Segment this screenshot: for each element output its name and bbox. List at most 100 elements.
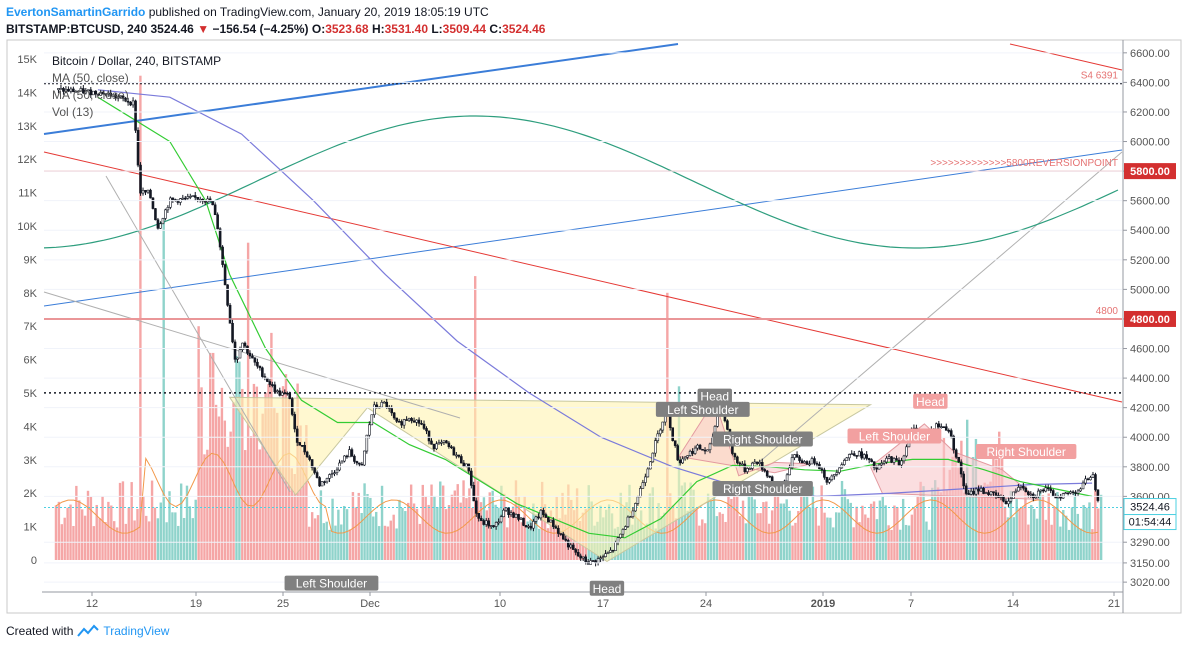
publish-line: EvertonSamartinGarrido published on Trad… bbox=[6, 5, 489, 19]
countdown-tag bbox=[1123, 514, 1177, 531]
candle-body bbox=[746, 468, 749, 472]
volume-bar bbox=[977, 484, 981, 560]
volume-bar bbox=[113, 521, 116, 560]
time-tick-label: 10 bbox=[494, 598, 506, 610]
author-link[interactable]: EvertonSamartinGarrido bbox=[6, 5, 146, 19]
candle-body bbox=[646, 468, 650, 478]
sine-cycle-line bbox=[43, 115, 1119, 249]
candle-body bbox=[1007, 500, 1010, 505]
candle-body bbox=[750, 462, 754, 469]
gray-fan-line bbox=[105, 175, 291, 493]
candle-body bbox=[268, 381, 272, 385]
candle-body bbox=[474, 500, 478, 514]
candle-body bbox=[696, 444, 699, 449]
candle-body bbox=[698, 444, 702, 450]
volume-bar bbox=[1015, 499, 1018, 560]
candle-body bbox=[969, 490, 973, 495]
candle-body bbox=[116, 96, 120, 99]
candle-body bbox=[830, 475, 834, 481]
candle-body bbox=[385, 401, 389, 408]
candle-body bbox=[484, 520, 488, 525]
candle-body bbox=[681, 458, 684, 464]
candle-body bbox=[139, 164, 142, 194]
volume-bar bbox=[95, 504, 98, 560]
volume-bar bbox=[191, 518, 195, 560]
volume-bar bbox=[179, 483, 183, 560]
candle-body bbox=[957, 456, 960, 463]
volume-bar bbox=[375, 511, 378, 560]
candle-body bbox=[748, 468, 752, 470]
volume-bar bbox=[849, 502, 852, 560]
candle-body bbox=[842, 460, 846, 465]
candle-body bbox=[181, 197, 185, 200]
candle-body bbox=[382, 401, 386, 404]
candle-body bbox=[457, 454, 461, 457]
candle-body bbox=[683, 456, 687, 460]
volume-bar bbox=[529, 519, 532, 560]
volume-bar bbox=[933, 480, 937, 560]
candle-body bbox=[330, 473, 334, 475]
volume-bar bbox=[482, 497, 486, 560]
candle-body bbox=[221, 246, 224, 265]
price-chart[interactable]: 6600.00 6400.00 6200.00 6000.00 5800.00 5600.… bbox=[0, 0, 1188, 614]
candle-body bbox=[788, 467, 791, 476]
legend-ma-2: MA (50, close) bbox=[52, 88, 129, 102]
candle-body bbox=[320, 481, 324, 487]
volume-bar bbox=[206, 449, 209, 560]
volume-bar bbox=[671, 505, 675, 560]
level-note: >>>>>>>>>>>>>5800REVERSIONPOINT bbox=[930, 158, 1118, 169]
candle-body bbox=[417, 419, 421, 424]
pattern-label-bg bbox=[655, 401, 750, 417]
candle-body bbox=[303, 445, 306, 453]
volume-bar bbox=[980, 493, 983, 560]
legend-vol: Vol (13) bbox=[52, 105, 93, 119]
volume-bar bbox=[538, 528, 541, 560]
candle-body bbox=[1089, 477, 1092, 481]
candle-body bbox=[601, 556, 605, 559]
volume-bar bbox=[436, 506, 439, 560]
candle-body bbox=[763, 469, 767, 472]
candle-body bbox=[62, 88, 65, 92]
candle-body bbox=[82, 88, 85, 94]
candle-body bbox=[114, 94, 117, 99]
volume-bar bbox=[701, 519, 704, 560]
candle-body bbox=[1066, 492, 1070, 495]
candle-body bbox=[658, 429, 662, 435]
candle-body bbox=[634, 503, 637, 512]
volume-bar bbox=[855, 506, 858, 560]
candle-body bbox=[313, 467, 316, 473]
candle-body bbox=[671, 427, 675, 441]
candle-body bbox=[74, 91, 78, 93]
candle-body bbox=[1027, 491, 1030, 495]
candle-body bbox=[276, 390, 279, 393]
volume-bar bbox=[715, 516, 719, 560]
candle-body bbox=[808, 463, 811, 466]
volume-bar bbox=[389, 520, 392, 560]
volume-bar bbox=[404, 511, 407, 560]
price-tick-label: 5000.00 bbox=[1130, 284, 1170, 296]
brand-link[interactable]: TradingView bbox=[103, 624, 170, 638]
volume-bar bbox=[421, 484, 424, 560]
candle-body bbox=[231, 322, 234, 343]
candle-body bbox=[390, 408, 393, 414]
volume-bar bbox=[162, 219, 165, 560]
volume-bar bbox=[878, 500, 882, 560]
candle-body bbox=[59, 88, 63, 90]
volume-bar bbox=[415, 508, 419, 560]
volume-bar bbox=[462, 480, 465, 560]
volume-bar bbox=[188, 506, 192, 560]
candle-body bbox=[609, 549, 612, 553]
candle-body bbox=[422, 423, 426, 429]
volume-bar bbox=[197, 326, 200, 560]
candle-body bbox=[619, 533, 622, 538]
candle-body bbox=[860, 451, 864, 459]
candle-body bbox=[847, 454, 851, 459]
volume-bar bbox=[797, 511, 800, 560]
candle-body bbox=[939, 426, 943, 428]
price-tick-label: 6400.00 bbox=[1130, 77, 1170, 89]
candle-body bbox=[828, 479, 831, 483]
volume-bar bbox=[345, 509, 349, 560]
candle-body bbox=[397, 420, 401, 423]
volume-bar bbox=[756, 513, 759, 560]
volume-bar bbox=[674, 518, 678, 560]
